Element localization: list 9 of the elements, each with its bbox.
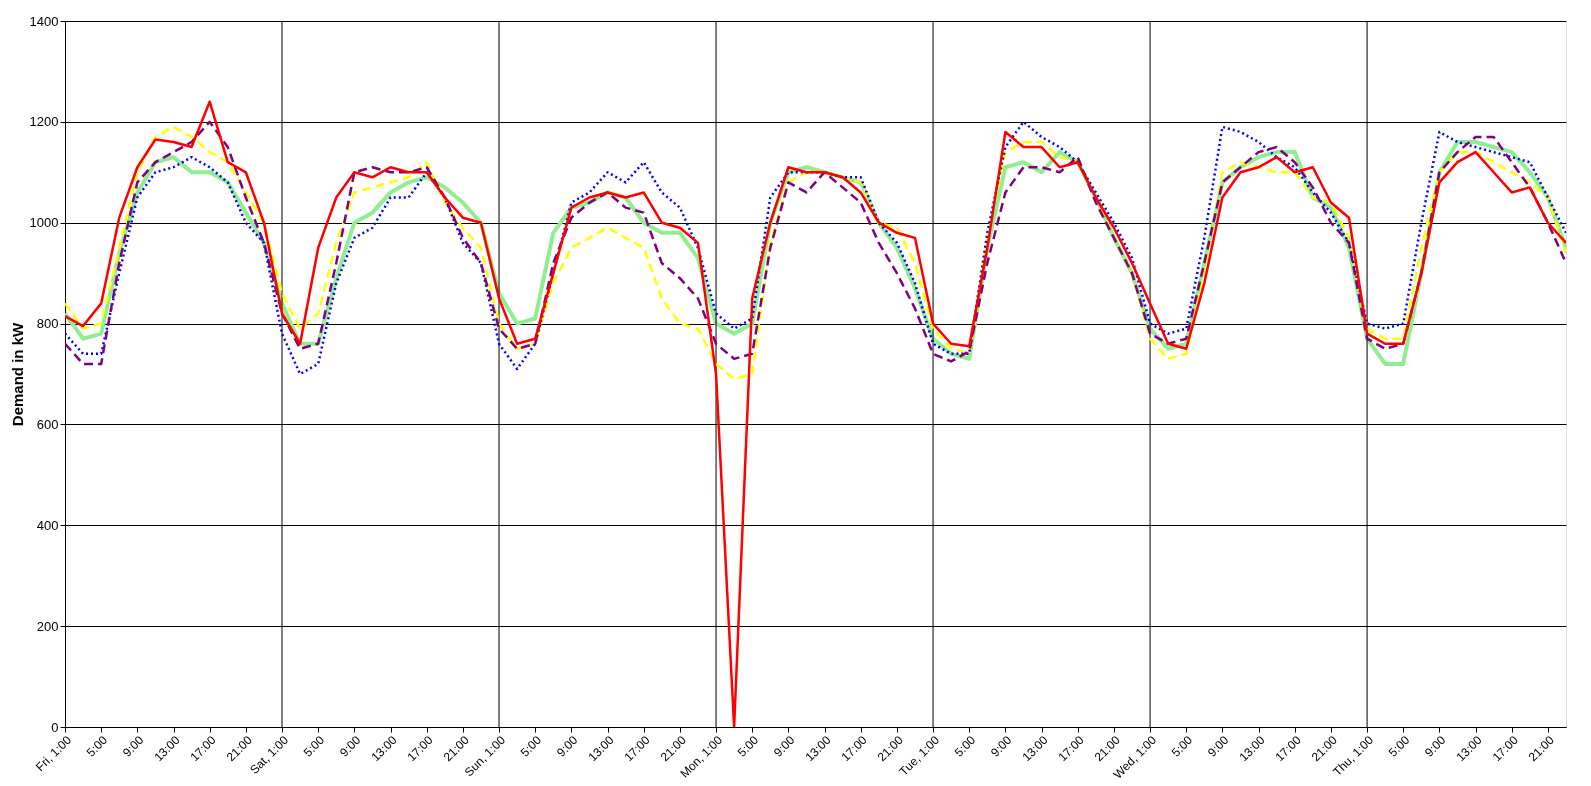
- y-tick-label: 800: [36, 316, 59, 332]
- y-tick-label: 200: [36, 618, 59, 634]
- y-tick-label: 1400: [29, 13, 59, 29]
- y-tick-label: 0: [51, 719, 59, 735]
- y-axis-title: Demand in kW: [8, 321, 26, 427]
- y-tick-label: 1200: [29, 114, 59, 130]
- y-tick-label: 400: [36, 517, 59, 533]
- y-tick-label: 600: [36, 416, 59, 432]
- y-tick-label: 1000: [29, 215, 59, 231]
